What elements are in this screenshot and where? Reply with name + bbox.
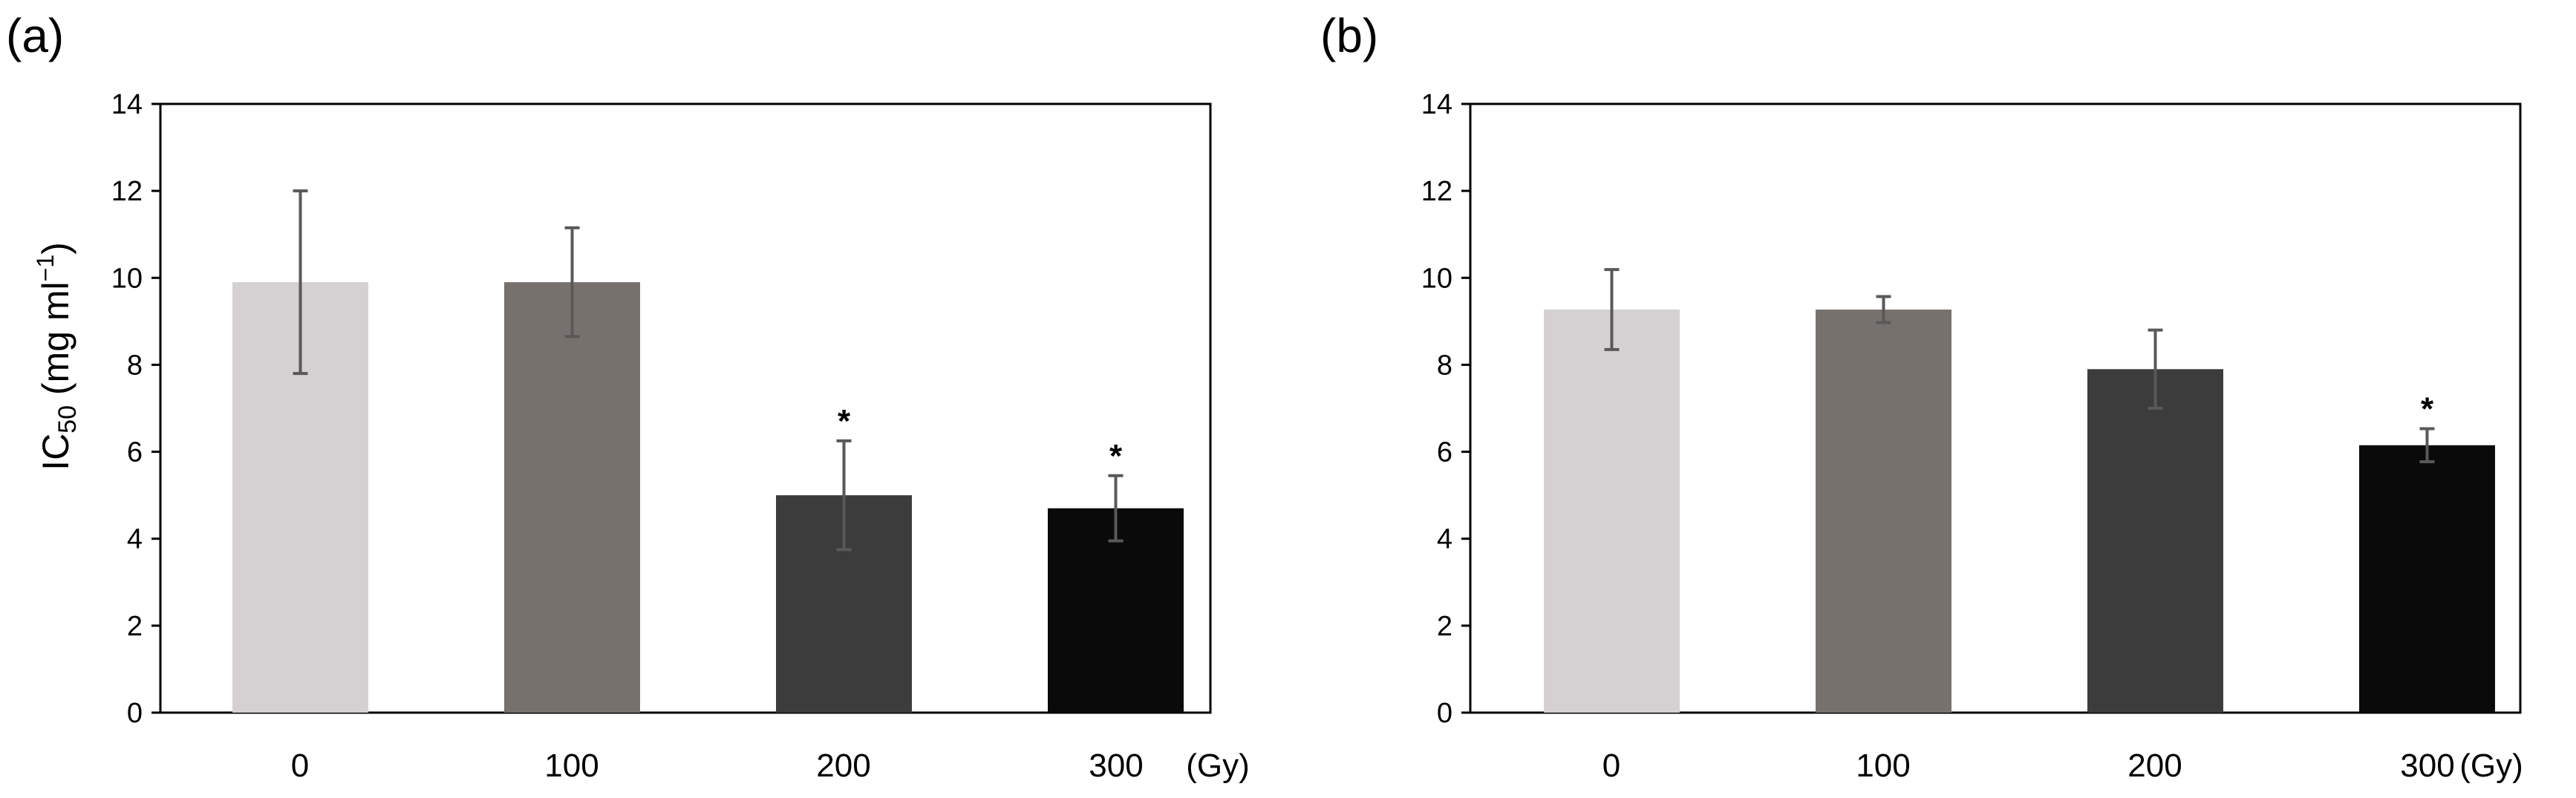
x-category-label: 100 bbox=[1856, 748, 1910, 784]
y-tick-label: 8 bbox=[1437, 350, 1452, 381]
y-tick-label: 12 bbox=[1421, 176, 1452, 207]
y-tick-label: 4 bbox=[1437, 524, 1452, 555]
x-category-label: 300 bbox=[2400, 748, 2454, 784]
x-category-label: 200 bbox=[816, 748, 870, 784]
bar-100 bbox=[1816, 310, 1951, 713]
x-unit-label: (Gy) bbox=[1186, 748, 1250, 784]
panel-label: (b) bbox=[1320, 9, 1378, 62]
x-unit-label: (Gy) bbox=[2459, 748, 2523, 784]
chart-panel-a: (a) 0 2 4 6 8 10 12 14 0 100 * 200 * 300 (Gy) bbox=[6, 9, 1250, 784]
significance-marker: * bbox=[1109, 438, 1123, 474]
y-tick-label: 2 bbox=[127, 611, 143, 642]
x-category-label: 200 bbox=[2127, 748, 2182, 784]
panel-label: (a) bbox=[6, 9, 64, 62]
y-tick-label: 2 bbox=[1437, 611, 1452, 642]
y-tick-label: 0 bbox=[1437, 698, 1452, 729]
y-tick-label: 12 bbox=[111, 176, 143, 207]
bar-100 bbox=[504, 282, 640, 713]
y-tick-label: 10 bbox=[111, 263, 143, 294]
x-category-label: 100 bbox=[544, 748, 599, 784]
bar-0 bbox=[1544, 310, 1680, 713]
x-category-label: 0 bbox=[291, 748, 309, 784]
y-tick-label: 10 bbox=[1421, 263, 1452, 294]
x-category-label: 0 bbox=[1602, 748, 1620, 784]
y-tick-label: 4 bbox=[127, 524, 143, 555]
y-axis-label: IC50 (mg ml−1) bbox=[32, 242, 82, 471]
x-category-label: 300 bbox=[1089, 748, 1143, 784]
y-tick-label: 0 bbox=[127, 698, 143, 729]
y-tick-label: 14 bbox=[111, 89, 143, 120]
y-tick-label: 14 bbox=[1421, 89, 1452, 120]
y-tick-label: 6 bbox=[127, 437, 143, 468]
chart-panel-b: (b) 0 2 4 6 8 10 12 14 0 100 200 * 300 (Gy) bbox=[1320, 9, 2523, 784]
bar-300 bbox=[2359, 445, 2495, 713]
significance-marker: * bbox=[838, 403, 851, 439]
y-tick-label: 6 bbox=[1437, 437, 1452, 468]
significance-marker: * bbox=[2421, 391, 2434, 428]
plot-frame bbox=[1469, 102, 2522, 714]
plot-frame bbox=[159, 102, 1212, 714]
bar-200 bbox=[2087, 369, 2223, 713]
y-tick-label: 8 bbox=[127, 350, 143, 381]
